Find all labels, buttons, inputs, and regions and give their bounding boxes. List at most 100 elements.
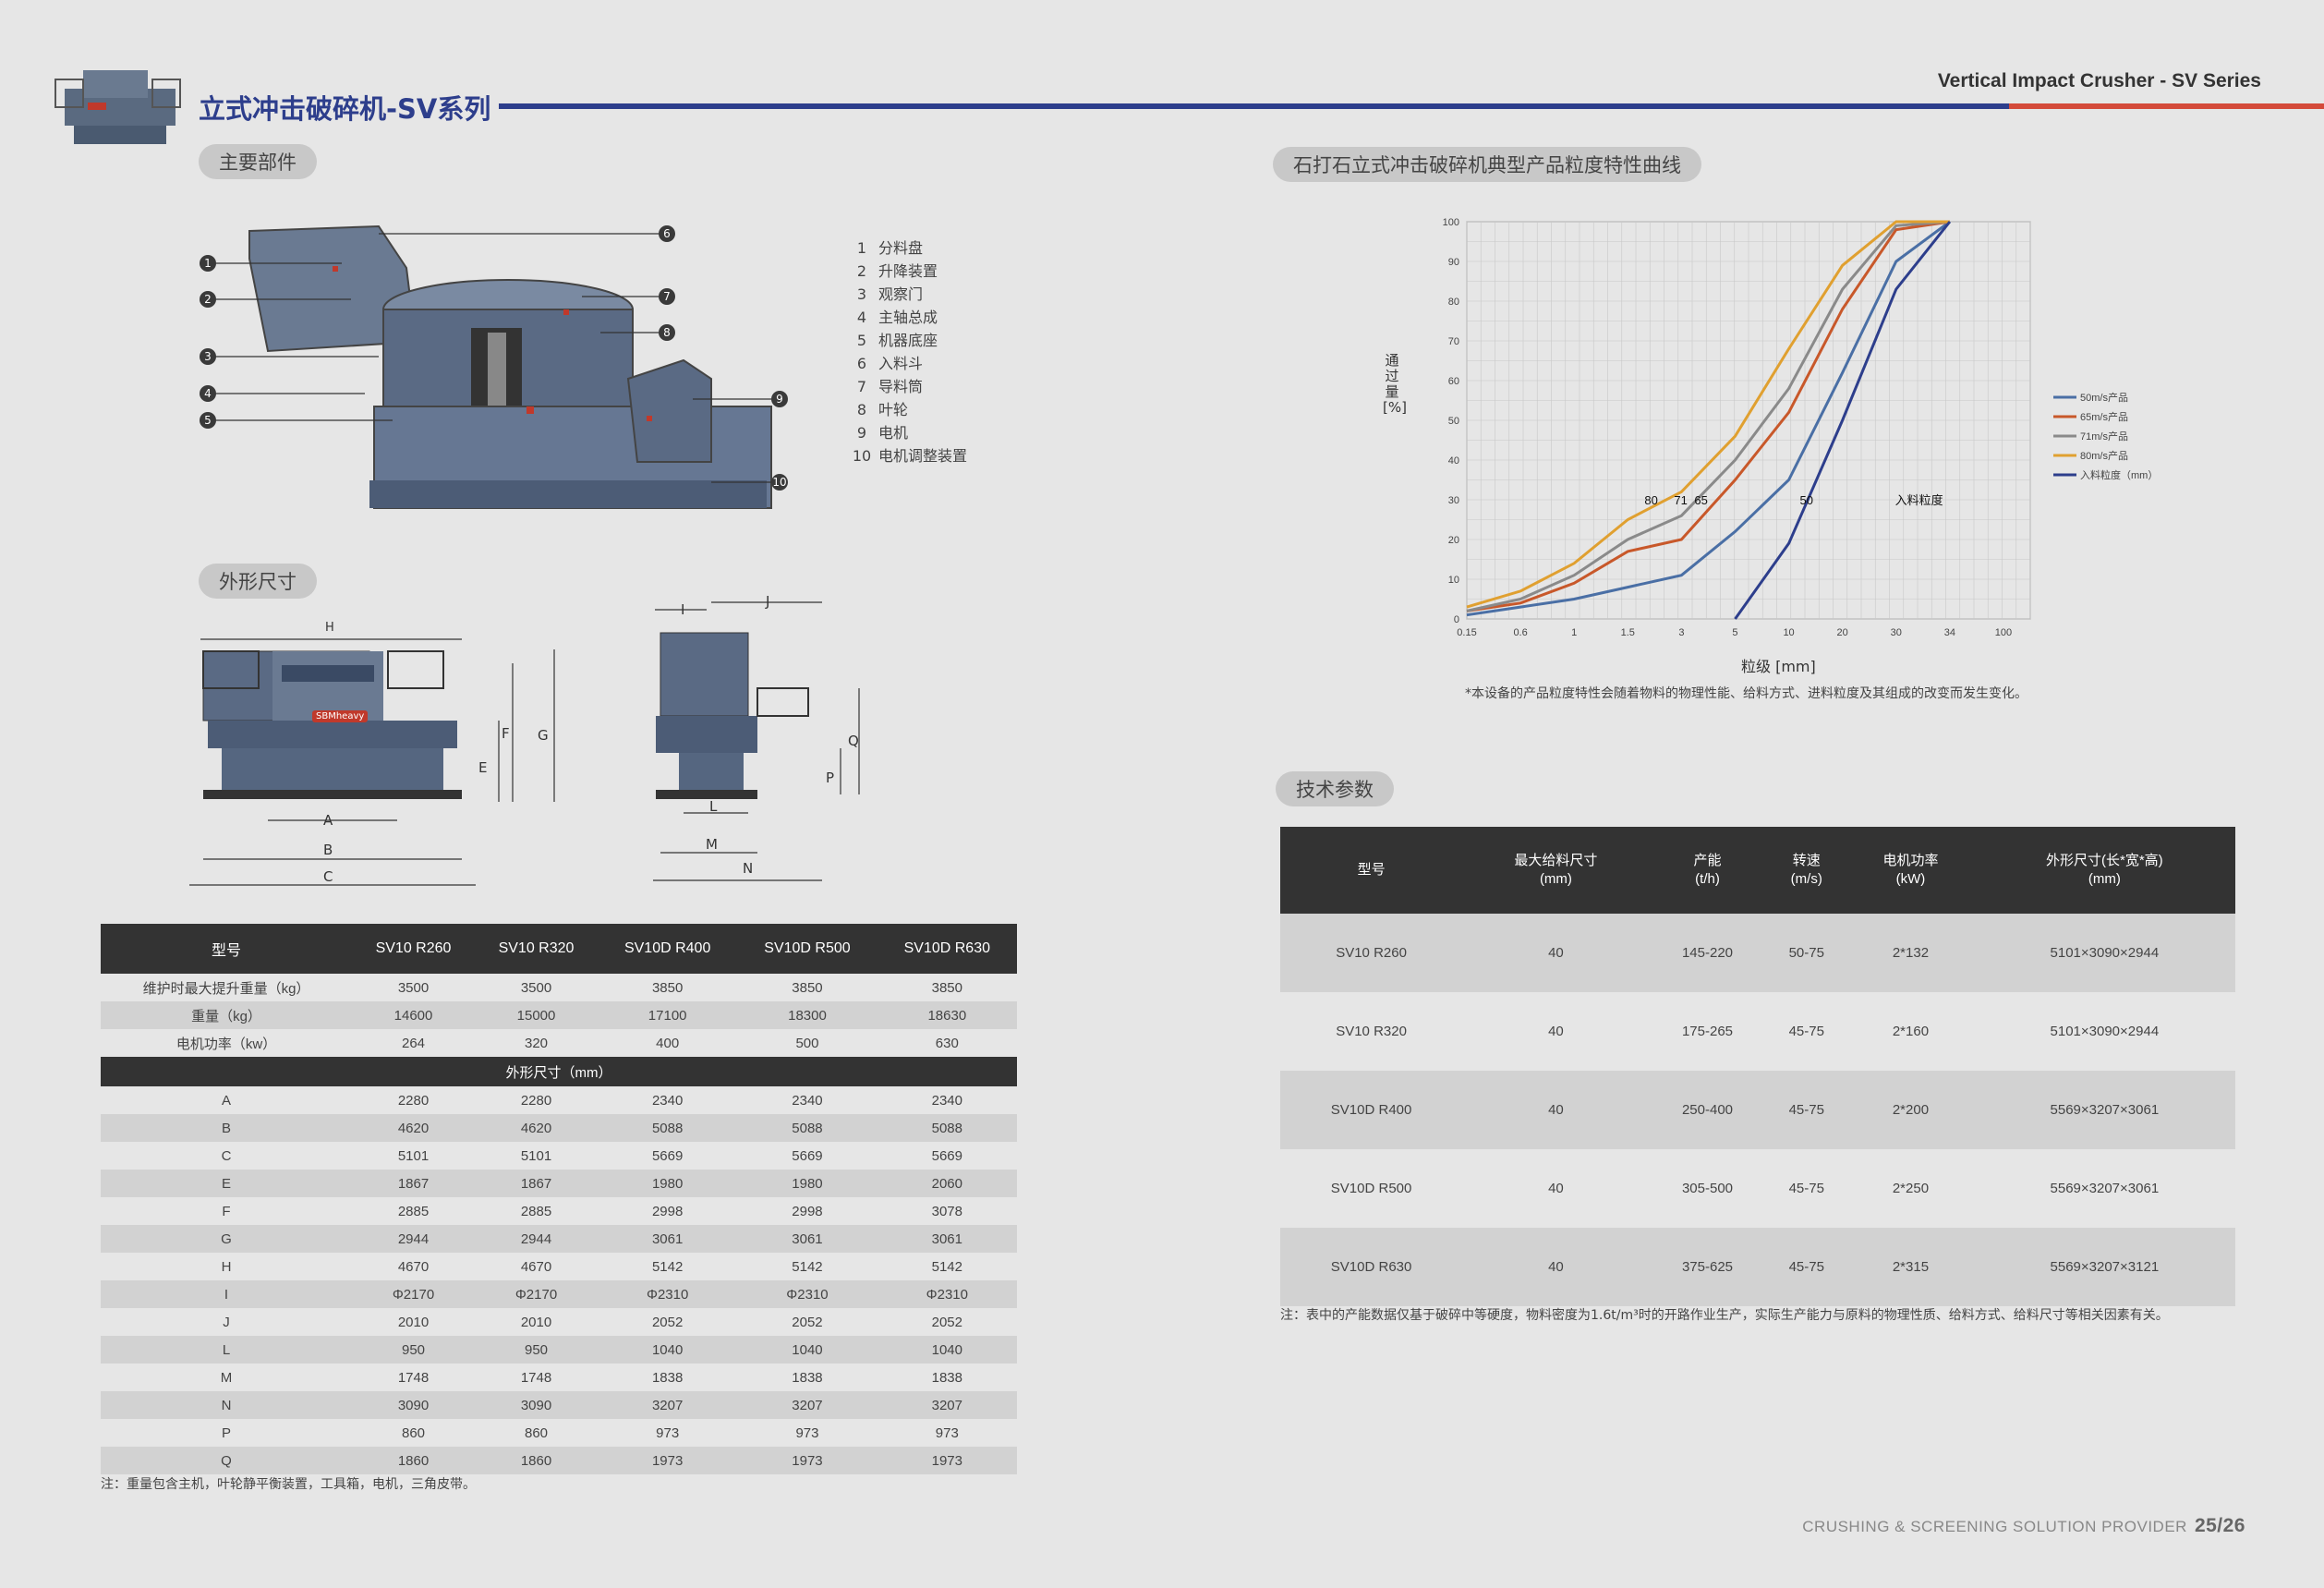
dim-label-Q: Q [848, 733, 859, 749]
table-cell: 40 [1548, 1024, 1564, 1039]
table-row: Q 1860 1860 1973 1973 1973 [101, 1447, 1017, 1474]
table-cell: 2944 [352, 1225, 475, 1253]
table-cell: 950 [475, 1336, 598, 1364]
table-cell: 973 [795, 1424, 819, 1441]
table-cell: 1980 [737, 1170, 878, 1197]
chart-xlabel: 粒级 [mm] [1741, 658, 1816, 675]
table-cell: B [101, 1114, 352, 1142]
table-cell: 2*132 [1847, 914, 1974, 992]
table-row: H 4670 4670 5142 5142 5142 [101, 1253, 1017, 1280]
table-cell: 3090 [352, 1391, 475, 1419]
chart-annotation: 71 [1674, 493, 1687, 507]
series-line-1 [1466, 220, 1951, 612]
list-item: 6 入料斗 [856, 355, 924, 372]
y-tick-label: 30 [1448, 495, 1459, 506]
table-cell: 2*160 [1892, 1024, 1930, 1039]
table-cell: Φ2170 [475, 1280, 598, 1308]
table-cell: 1748 [520, 1369, 552, 1386]
callout-lines [215, 233, 773, 483]
table-cell: Φ2310 [877, 1280, 1017, 1308]
column-header: SV10 R260 [352, 924, 475, 974]
table-cell: 5569×3207×3121 [1973, 1228, 2235, 1306]
table-cell: 860 [524, 1424, 549, 1441]
y-tick-label: 0 [1454, 614, 1459, 625]
column-header-unit: (m/s) [1790, 871, 1822, 887]
x-tick-label: 100 [1995, 627, 2012, 638]
column-header-unit: (mm) [2088, 871, 2121, 887]
table-row: SV10D R400 40 250-400 45-75 2*200 5569×3207×3… [1280, 1071, 2235, 1149]
column-header: 最大给料尺寸 (mm) [1462, 827, 1650, 914]
chart-annotation: 80 [1644, 493, 1657, 507]
dim-label-E: E [478, 759, 488, 776]
legend-label: 80m/s产品 [2080, 449, 2128, 462]
table-cell: 2340 [931, 1092, 962, 1109]
callout-2: 2 [200, 291, 216, 308]
table-cell: 5142 [931, 1258, 962, 1275]
table-cell: 950 [352, 1336, 475, 1364]
list-item: 2 升降装置 [856, 262, 938, 280]
table-cell: 5101 [397, 1147, 430, 1164]
table-cell: 973 [935, 1424, 959, 1441]
table-cell: 630 [935, 1035, 959, 1051]
column-header-unit: (t/h) [1695, 871, 1720, 887]
table-row: G 2944 2944 3061 3061 3061 [101, 1225, 1017, 1253]
table-cell: 1980 [598, 1170, 738, 1197]
table-row: 电机功率（kw） 264 320 400 500 630 [101, 1029, 1017, 1057]
tech-table: 型号 最大给料尺寸 (mm) 产能 (t/h) 转速 (m/s) 电机功率 (kW) 外形尺寸(长… [1280, 827, 2235, 1306]
x-tick-label: 10 [1783, 627, 1794, 638]
callout-7: 7 [659, 288, 675, 305]
brand-logo: SBMheavy [312, 710, 369, 722]
table-row: C 5101 5101 5669 5669 5669 [101, 1142, 1017, 1170]
table-subheader-row: 外形尺寸（mm） [101, 1057, 1017, 1086]
table-row: 维护时最大提升重量（kg） 3500 3500 3850 3850 3850 [101, 974, 1017, 1001]
left-table-note: 注：重量包含主机，叶轮静平衡装置，工具箱，电机，三角皮带。 [101, 1477, 476, 1492]
page-title-english: Vertical Impact Crusher - SV Series [1937, 70, 2261, 91]
table-cell: 45-75 [1788, 1024, 1824, 1039]
y-tick-label: 90 [1448, 257, 1459, 268]
callout-4: 4 [200, 385, 216, 402]
list-item: 3 观察门 [856, 285, 924, 303]
table-cell: 1973 [877, 1447, 1017, 1474]
table-row: 重量（kg） 14600 15000 17100 18300 18630 [101, 1001, 1017, 1029]
table-cell: 2052 [792, 1314, 823, 1330]
particle-size-chart: 0 10 20 30 40 50 60 70 80 90 100 0.15 0.6 1 1.5 3 5 10 20 3… [1443, 217, 2159, 638]
section-dimensions: 外形尺寸 [199, 564, 317, 599]
table-cell: 2340 [792, 1092, 823, 1109]
table-cell: F [222, 1203, 231, 1219]
table-cell: 45-75 [1765, 1071, 1848, 1149]
footer: CRUSHING & SCREENING SOLUTION PROVIDER 25… [1802, 1515, 2245, 1537]
table-cell: N [101, 1391, 352, 1419]
table-cell: 17100 [598, 1001, 738, 1029]
dim-label-I: I [681, 601, 685, 618]
table-cell: Φ2310 [737, 1280, 878, 1308]
table-cell: J [223, 1314, 230, 1330]
table-cell: 5669 [651, 1147, 684, 1164]
table-cell: SV10D R400 [1280, 1071, 1463, 1149]
table-header-row: 型号 最大给料尺寸 (mm) 产能 (t/h) 转速 (m/s) 电机功率 (kW) 外形尺寸(长… [1280, 827, 2235, 914]
table-cell: 2944 [475, 1225, 598, 1253]
table-cell: 1838 [931, 1369, 962, 1386]
table-cell: 2010 [397, 1314, 430, 1330]
series-line-2 [1466, 220, 1950, 612]
table-cell: 1838 [792, 1369, 823, 1386]
column-header-label: 外形尺寸(长*宽*高) [2046, 853, 2163, 868]
table-cell: 3850 [651, 979, 684, 996]
column-header: 电机功率 (kW) [1847, 827, 1974, 914]
table-cell: 2998 [651, 1203, 684, 1219]
table-row: SV10 R260 40 145-220 50-75 2*132 5101×3090×29… [1280, 914, 2235, 992]
y-tick-label: 80 [1448, 297, 1459, 308]
table-cell: 250-400 [1649, 1071, 1766, 1149]
table-cell: 2010 [520, 1314, 552, 1330]
tech-table-note: 注：表中的产能数据仅基于破碎中等硬度，物料密度为1.6t/m³时的开路作业生产，… [1280, 1308, 2169, 1323]
table-cell: 3078 [931, 1203, 962, 1219]
table-cell: 264 [401, 1035, 426, 1051]
table-cell: 2280 [520, 1092, 552, 1109]
table-cell: 1040 [737, 1336, 878, 1364]
table-cell: 5669 [931, 1147, 962, 1164]
callout-5: 5 [200, 412, 216, 429]
callout-3: 3 [200, 348, 216, 365]
column-header: 产能 (t/h) [1649, 827, 1766, 914]
table-cell: 500 [795, 1035, 819, 1051]
table-cell: 重量（kg） [101, 1001, 352, 1029]
table-cell: P [221, 1424, 231, 1441]
